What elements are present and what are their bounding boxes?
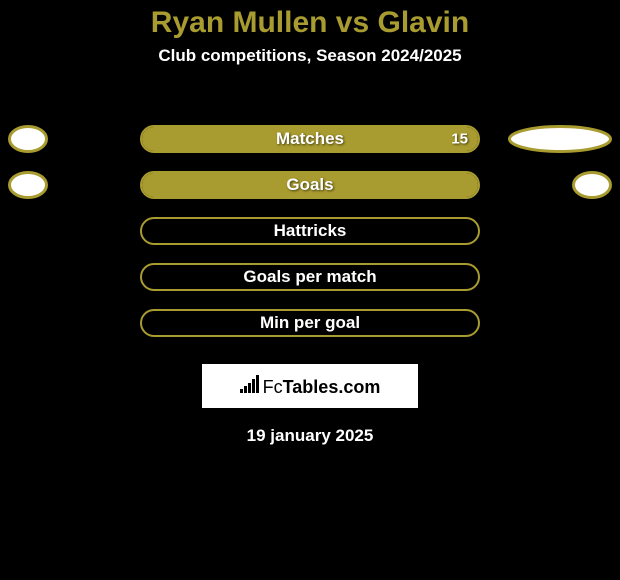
stat-pill-label: Min per goal [260,313,360,333]
stat-pill: Goals [140,171,480,199]
stat-row: Min per goal [0,300,620,346]
side-ellipse-left [8,171,48,199]
stat-pill-label: Goals [286,175,333,195]
stat-pill-label: Goals per match [243,267,376,287]
stat-pill: Hattricks [140,217,480,245]
stat-pill: Goals per match [140,263,480,291]
logo-suffix: Tables.com [283,377,381,398]
stat-row: Goals [0,162,620,208]
logo-prefix: Fc [263,377,283,398]
logo-card: FcTables.com [202,364,418,408]
stat-row: Goals per match [0,254,620,300]
stat-pill: Matches 15 [140,125,480,153]
stat-pill-value-right: 15 [451,131,468,148]
stat-row: Hattricks [0,208,620,254]
stat-pill: Min per goal [140,309,480,337]
stat-rows: Matches 15 Goals Hattricks Goals per match… [0,116,620,346]
stat-row: Matches 15 [0,116,620,162]
page-subtitle: Club competitions, Season 2024/2025 [0,46,620,66]
side-ellipse-right [572,171,612,199]
date-line: 19 january 2025 [0,426,620,446]
stat-pill-label: Hattricks [274,221,347,241]
page-title: Ryan Mullen vs Glavin [0,0,620,40]
logo-text: FcTables.com [240,375,381,398]
infographic-root: Ryan Mullen vs Glavin Club competitions,… [0,0,620,580]
side-ellipse-right [508,125,612,153]
side-ellipse-left [8,125,48,153]
stat-pill-label: Matches [276,129,344,149]
chart-bars-icon [240,375,259,398]
